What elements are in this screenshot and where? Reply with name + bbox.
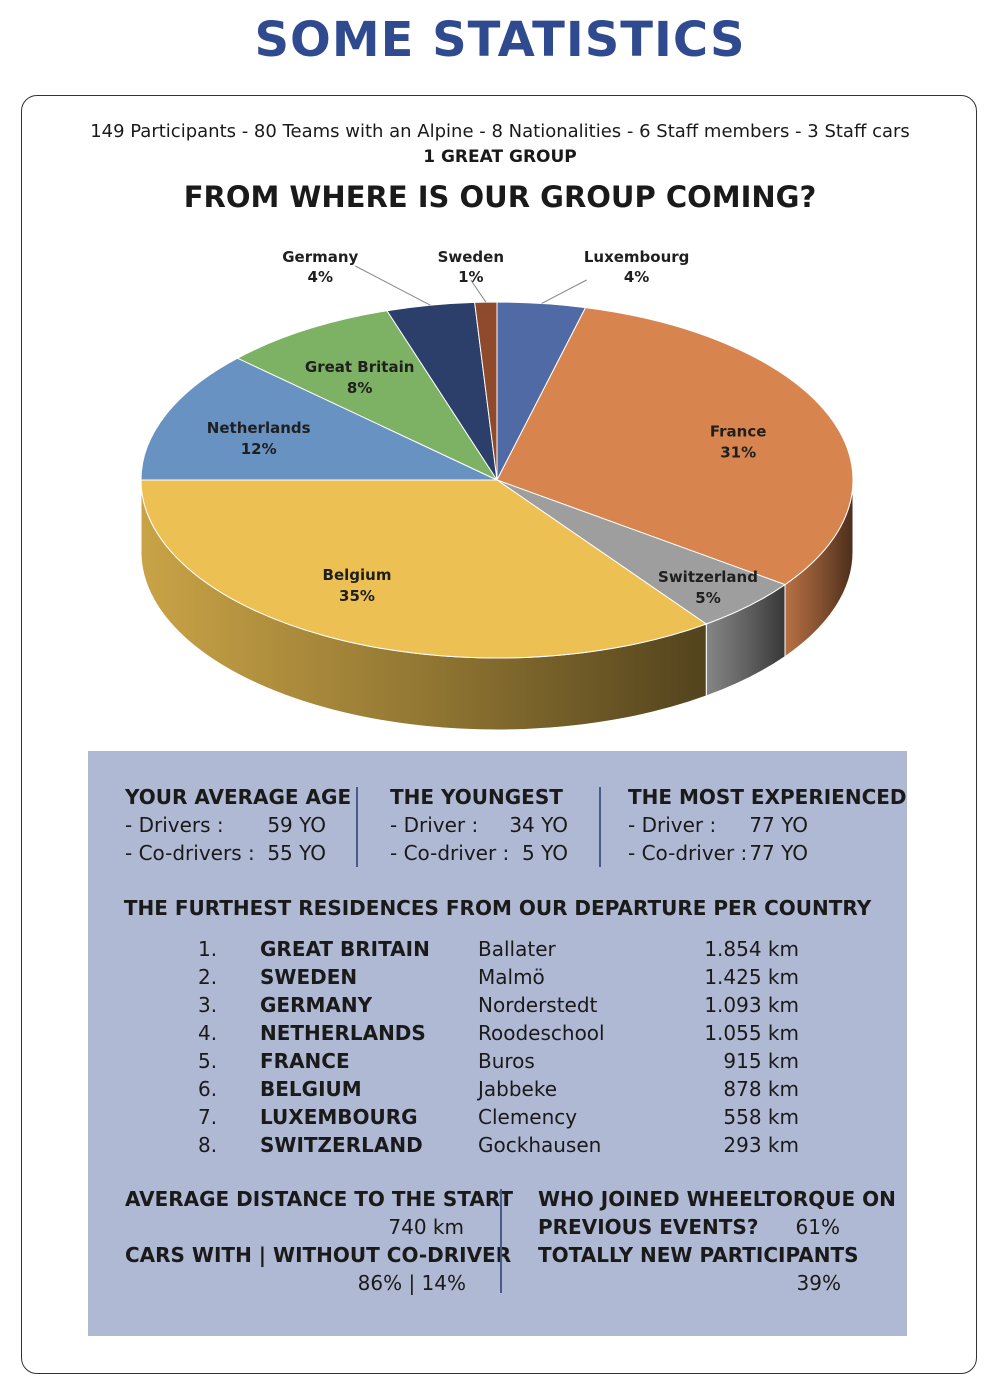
pie-label-name-luxembourg: Luxembourg: [584, 248, 690, 266]
residence-rank: 7.: [198, 1105, 218, 1129]
pie-leader-sweden: [470, 279, 487, 303]
pie-slice-great-britain: [236, 310, 499, 482]
average-codrivers-label: - Co-drivers :: [125, 841, 255, 865]
pie-label-value-sweden: 1%: [458, 268, 483, 286]
residence-rank: 8.: [198, 1133, 218, 1157]
residence-distance: 1.854 km: [704, 937, 799, 961]
residence-country: BELGIUM: [260, 1077, 362, 1101]
residence-town: Clemency: [478, 1105, 578, 1129]
residence-distance: 878 km: [723, 1077, 799, 1101]
residence-distance: 1.055 km: [704, 1021, 799, 1045]
residence-town: Norderstedt: [478, 993, 598, 1017]
residence-country: FRANCE: [260, 1049, 350, 1073]
avg-distance-value: 740 km: [388, 1215, 464, 1239]
experienced-driver-label: - Driver :: [628, 813, 717, 837]
pie-label-value-luxembourg: 4%: [624, 268, 649, 286]
youngest-driver-value: 34 YO: [509, 813, 568, 837]
residence-country: NETHERLANDS: [260, 1021, 426, 1045]
bottom-divider: [500, 1189, 502, 1293]
youngest-driver-label: - Driver :: [390, 813, 479, 837]
residence-country: GREAT BRITAIN: [260, 937, 430, 961]
codriver-label: CARS WITH | WITHOUT CO-DRIVER: [125, 1243, 512, 1267]
residence-distance: 915 km: [723, 1049, 799, 1073]
group-line: 1 GREAT GROUP: [423, 147, 577, 167]
residence-town: Ballater: [478, 937, 556, 961]
youngest-codriver-label: - Co-driver :: [390, 841, 510, 865]
pie-leader-luxembourg: [541, 279, 587, 304]
residence-town: Gockhausen: [478, 1133, 602, 1157]
experienced-driver-value: 77 YO: [749, 813, 808, 837]
joined-label-2: PREVIOUS EVENTS?: [538, 1215, 759, 1239]
average-age-title: YOUR AVERAGE AGE: [125, 785, 352, 809]
residence-town: Jabbeke: [478, 1077, 558, 1101]
pie-label-name-sweden: Sweden: [438, 248, 504, 266]
residences-title: THE FURTHEST RESIDENCES FROM OUR DEPARTU…: [123, 896, 872, 920]
pie-slice-france: [496, 307, 854, 586]
age-divider-1: [356, 787, 358, 867]
residence-rank: 6.: [198, 1077, 218, 1101]
experienced-codriver-label: - Co-driver :: [628, 841, 748, 865]
pie-label-value-switzerland: 5%: [695, 589, 720, 607]
codriver-value: 86% | 14%: [357, 1271, 466, 1295]
residence-rank: 1.: [198, 937, 218, 961]
residence-rank: 2.: [198, 965, 218, 989]
residence-rank: 4.: [198, 1021, 218, 1045]
stats-card: [21, 95, 977, 1374]
pie-slice-belgium: [140, 479, 708, 659]
avg-distance-label: AVERAGE DISTANCE TO THE START: [125, 1187, 513, 1211]
residence-rank: 5.: [198, 1049, 218, 1073]
residence-country: SWITZERLAND: [260, 1133, 423, 1157]
pie-label-name-france: France: [710, 423, 767, 441]
pie-label-name-germany: Germany: [282, 248, 358, 266]
pie-slice-netherlands: [140, 357, 498, 481]
pie-label-value-belgium: 35%: [339, 587, 375, 605]
pie-leader-germany: [355, 265, 431, 306]
pie-label-name-great-britain: Great Britain: [305, 358, 414, 376]
joined-value: 61%: [795, 1215, 840, 1239]
average-drivers-label: - Drivers :: [125, 813, 224, 837]
age-divider-2: [599, 787, 601, 867]
new-participants-value: 39%: [796, 1271, 841, 1295]
residence-rank: 3.: [198, 993, 218, 1017]
pie-label-name-belgium: Belgium: [323, 566, 392, 584]
residence-distance: 558 km: [723, 1105, 799, 1129]
new-participants-label: TOTALLY NEW PARTICIPANTS: [538, 1243, 859, 1267]
pie-label-value-netherlands: 12%: [241, 440, 277, 458]
youngest-title: THE YOUNGEST: [390, 785, 563, 809]
experienced-codriver-value: 77 YO: [749, 841, 808, 865]
pie-label-name-switzerland: Switzerland: [658, 568, 758, 586]
pie-label-name-netherlands: Netherlands: [207, 419, 311, 437]
pie-label-value-germany: 4%: [308, 268, 333, 286]
country-pie-chart: Luxembourg 4% France 31% Switzerland 5% Belgiu…: [140, 248, 854, 731]
residence-country: GERMANY: [260, 993, 373, 1017]
residence-country: SWEDEN: [260, 965, 358, 989]
page-title: SOME STATISTICS: [254, 12, 746, 68]
average-drivers-value: 59 YO: [267, 813, 326, 837]
stats-panel: YOUR AVERAGE AGE - Drivers : 59 YO - Co-…: [88, 751, 907, 1336]
residence-town: Roodeschool: [478, 1021, 605, 1045]
residence-distance: 1.425 km: [704, 965, 799, 989]
joined-label-1: WHO JOINED WHEELTORQUE ON: [538, 1187, 896, 1211]
residence-distance: 1.093 km: [704, 993, 799, 1017]
participants-summary: 149 Participants - 80 Teams with an Alpi…: [90, 121, 910, 142]
average-codrivers-value: 55 YO: [267, 841, 326, 865]
pie-label-value-france: 31%: [720, 444, 756, 462]
residence-town: Buros: [478, 1049, 535, 1073]
experienced-title: THE MOST EXPERIENCED: [628, 785, 907, 809]
chart-title: FROM WHERE IS OUR GROUP COMING?: [183, 180, 817, 214]
residence-distance: 293 km: [723, 1133, 799, 1157]
youngest-codriver-value: 5 YO: [522, 841, 568, 865]
residence-country: LUXEMBOURG: [260, 1105, 418, 1129]
residence-town: Malmö: [478, 965, 545, 989]
pie-label-value-great-britain: 8%: [347, 379, 372, 397]
pie-slice-sweden: [474, 301, 498, 481]
